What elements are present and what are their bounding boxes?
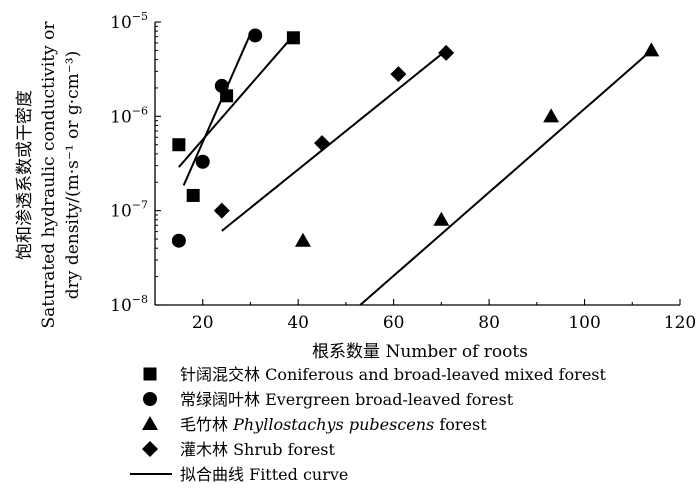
y-axis-label-line2: Saturated hydraulic conductivity or (39, 21, 59, 329)
data-point-diamond (314, 135, 331, 152)
y-tick-label: 10−7 (110, 199, 148, 222)
fitted-curve-diamond (221, 49, 447, 232)
data-point-square (172, 138, 186, 152)
legend-label-square: 针阔混交林 Coniferous and broad-leaved mixed … (180, 365, 606, 384)
fitted-curve-circle (182, 33, 252, 186)
data-point-circle (214, 78, 229, 93)
data-point-square (286, 31, 300, 45)
x-tick-label: 40 (287, 313, 309, 333)
y-tick-label: 10−5 (110, 10, 148, 33)
y-axis-title: 饱和渗透系数或干密度 Saturated hydraulic conductiv… (15, 21, 83, 329)
fitted-curve-triangle (359, 49, 653, 306)
data-point-circle (248, 28, 263, 43)
y-axis-label-line1: 饱和渗透系数或干密度 (15, 90, 35, 260)
data-point-triangle (433, 211, 450, 226)
x-axis-label: 根系数量 Number of roots (312, 342, 528, 362)
y-axis-label-line3: dry density/(m·s⁻¹ or g·cm⁻³) (63, 51, 83, 299)
fitted-curve-square (178, 34, 295, 168)
legend-label-triangle: 毛竹林 Phyllostachys pubescens forest (180, 415, 487, 434)
x-tick-label: 80 (478, 313, 500, 333)
x-tick-label: 60 (383, 313, 405, 333)
data-point-diamond (213, 202, 230, 219)
data-point-square (186, 188, 200, 202)
data-point-diamond (390, 66, 407, 83)
y-tick-label: 10−6 (110, 104, 148, 127)
data-point-diamond (438, 44, 455, 61)
legend-label-diamond: 灌木林 Shrub forest (180, 440, 336, 459)
legend: 针阔混交林 Coniferous and broad-leaved mixed … (130, 365, 606, 484)
x-tick-label: 120 (664, 313, 696, 333)
legend-marker-square (143, 367, 157, 381)
data-point-triangle (294, 232, 311, 247)
x-tick-label: 100 (568, 313, 600, 333)
x-tick-label: 20 (192, 313, 214, 333)
plot-area: 20 40 60 80 100 120 10−8 10−7 10−6 10−5 (110, 10, 696, 333)
legend-marker-triangle (142, 416, 158, 430)
legend-label-fitted-curve: 拟合曲线 Fitted curve (180, 465, 348, 484)
legend-marker-diamond (142, 441, 158, 457)
data-point-circle (171, 233, 186, 248)
legend-label-circle: 常绿阔叶林 Evergreen broad-leaved forest (180, 390, 514, 409)
data-point-triangle (643, 42, 660, 57)
data-point-circle (195, 154, 210, 169)
data-point-triangle (543, 108, 560, 123)
legend-marker-circle (143, 392, 157, 406)
y-tick-label: 10−8 (110, 293, 148, 316)
